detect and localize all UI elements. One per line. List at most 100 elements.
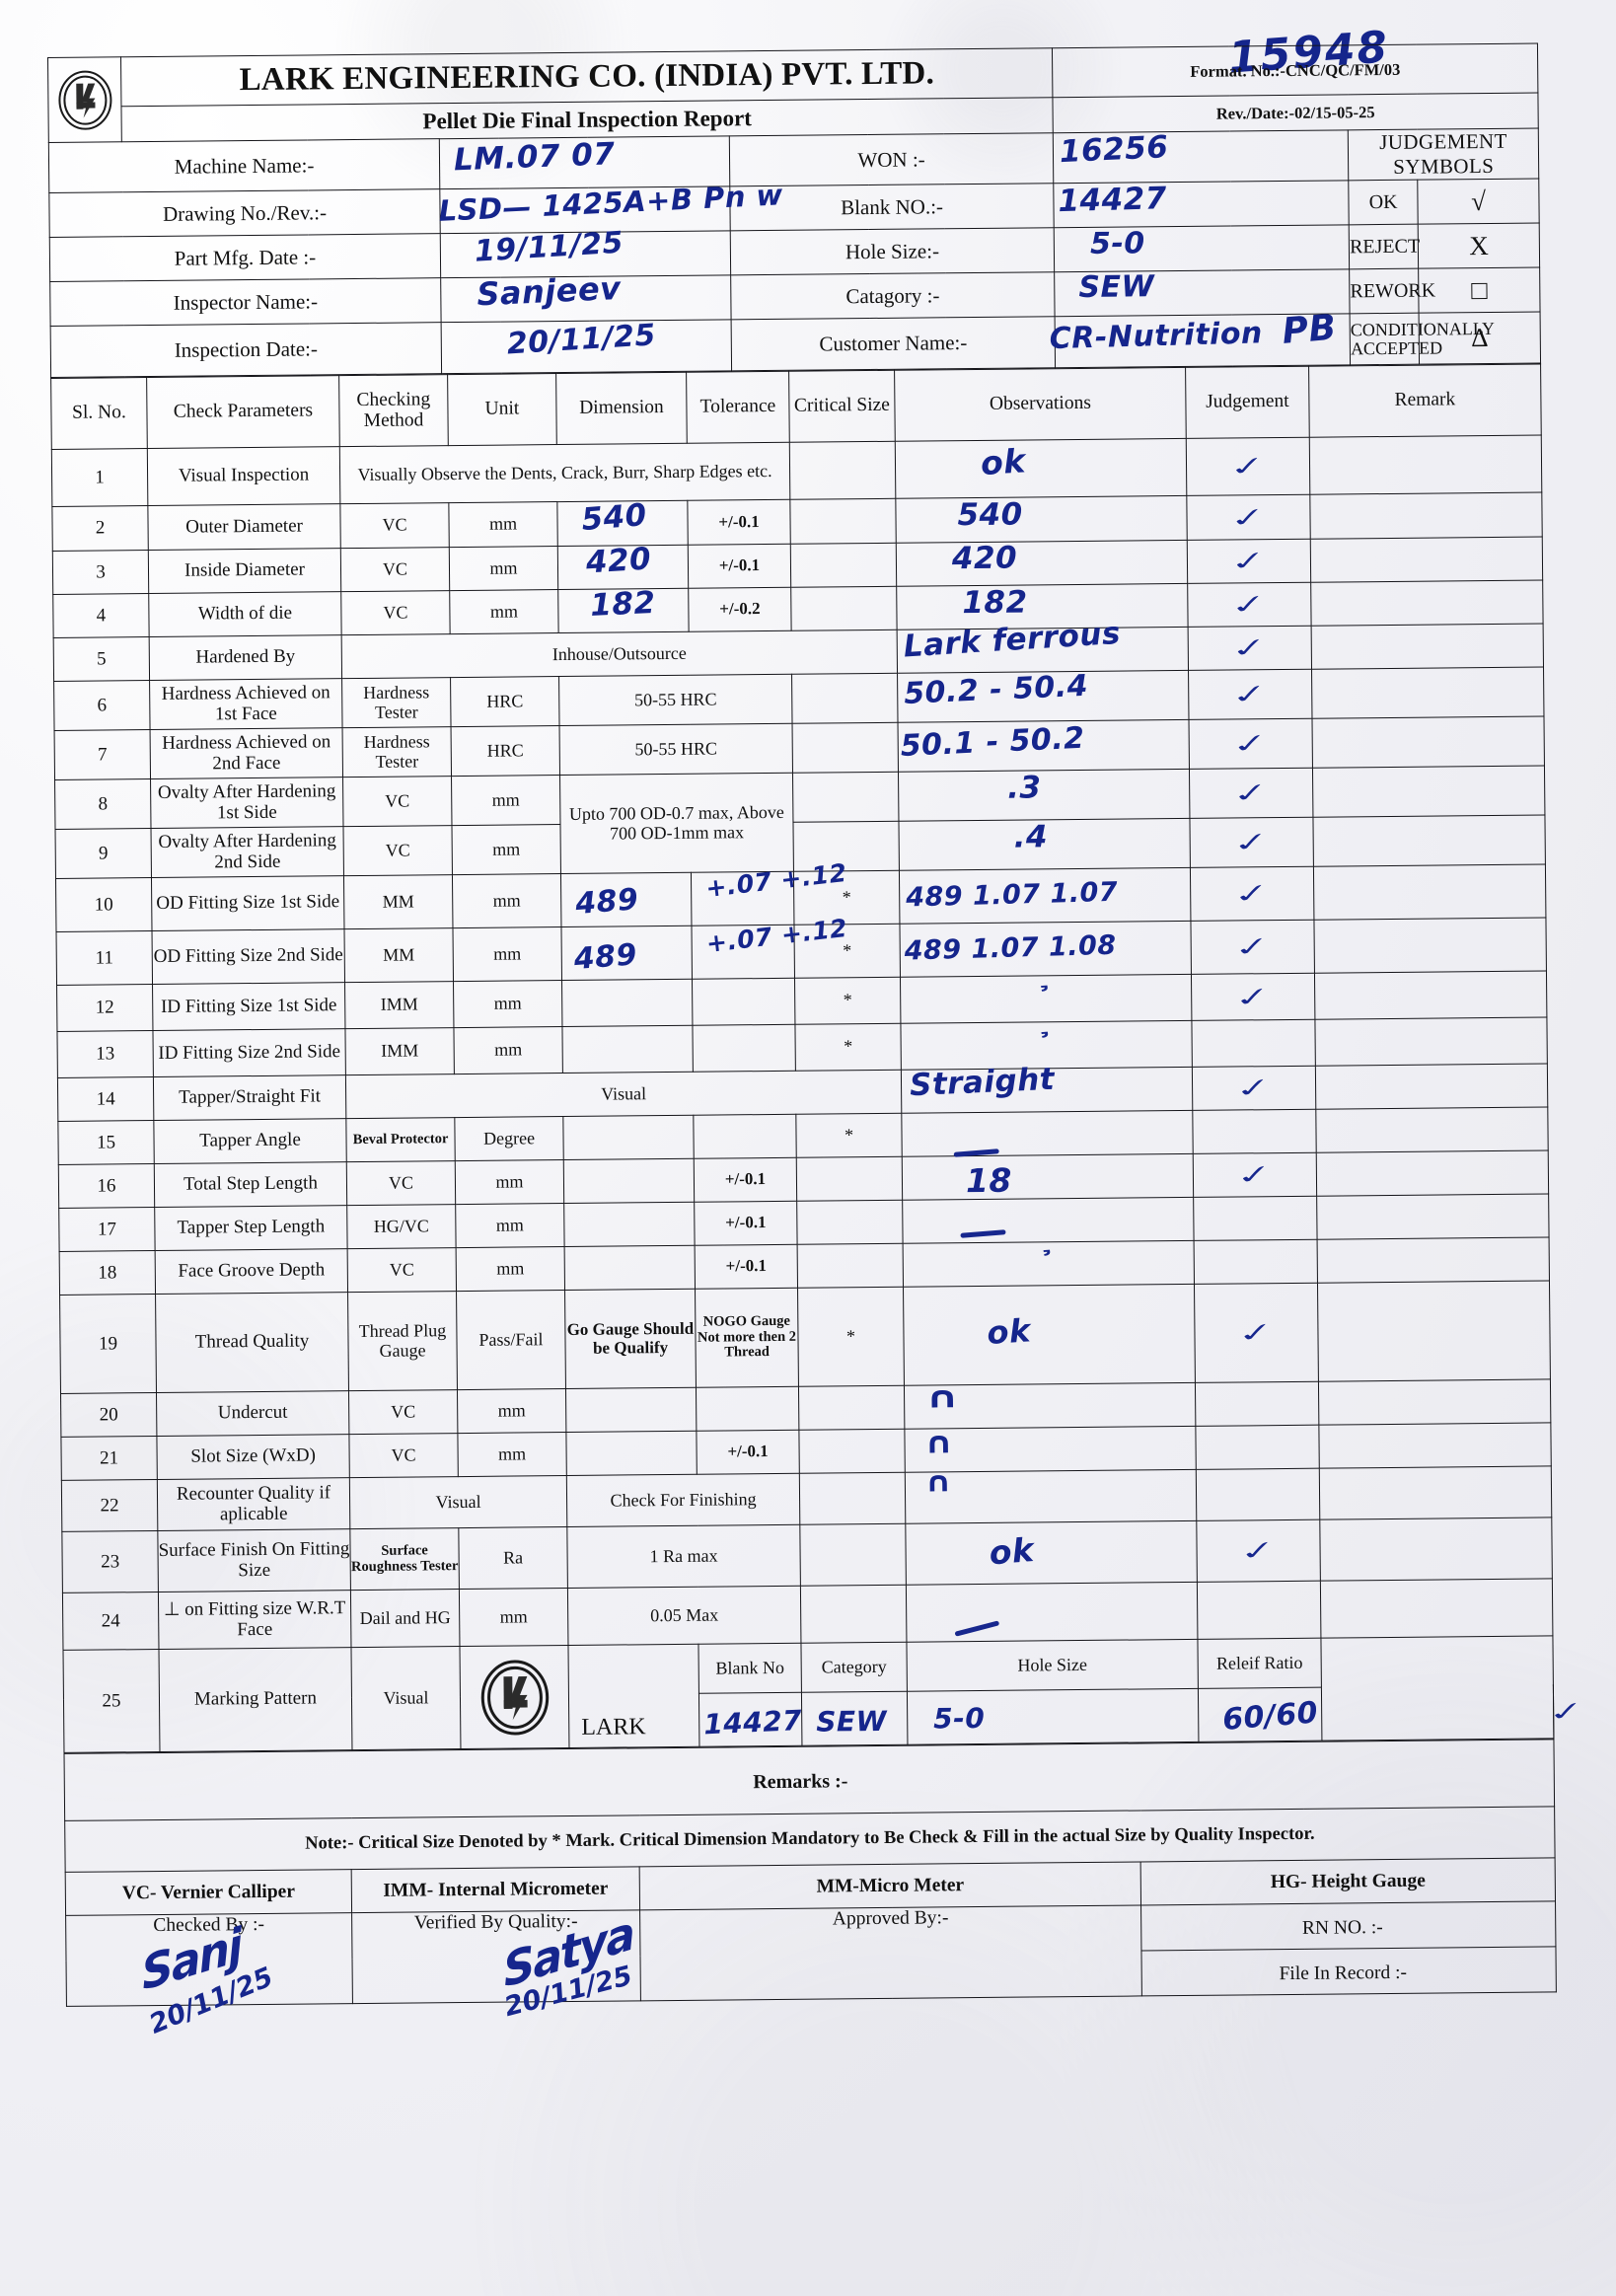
row-8-method: VC [342, 776, 452, 827]
col-critical-size: Critical Size [788, 370, 896, 443]
row-1-sl: 1 [51, 448, 148, 507]
judgement-symbols-header: JUDGEMENT SYMBOLS [1348, 127, 1539, 181]
col-dimension: Dimension [555, 372, 688, 445]
row-6-unit: HRC [450, 676, 560, 727]
row-18-dimension [564, 1245, 696, 1291]
row-4-critical [790, 586, 898, 631]
lark-logo-icon [480, 1660, 549, 1736]
legend-vc: VC- Vernier Calliper [65, 1869, 352, 1916]
row-21-method: VC [348, 1433, 459, 1478]
row-9-method: VC [342, 825, 453, 876]
machine-name-label: Machine Name:- [48, 138, 440, 193]
row-15-dimension [562, 1115, 695, 1160]
row-17-judgement [1193, 1196, 1318, 1241]
row-3-sl: 3 [52, 550, 149, 595]
row-10-judgement: ✓ [1190, 866, 1314, 922]
row-18-method: VC [347, 1247, 457, 1293]
row-1-remark [1309, 434, 1542, 495]
row-16-observation: 18 [902, 1153, 1194, 1201]
customer-name-value: CR-Nutrition [1049, 316, 1264, 357]
row-2-unit: mm [448, 501, 558, 548]
row-13-tolerance [692, 1024, 796, 1073]
judgement-rework-label: REWORK [1349, 268, 1435, 314]
row-13-judgement [1191, 1019, 1316, 1068]
row-20-observation: ∩ [904, 1380, 1196, 1430]
judgement-ok-symbol: √ [1417, 178, 1540, 225]
row-23-method: Surface Roughness Tester [349, 1527, 460, 1591]
row-1-critical [789, 441, 896, 500]
row-4-param: Width of die [148, 591, 342, 637]
row-19-remark [1317, 1280, 1551, 1382]
row-16-unit: mm [455, 1159, 564, 1205]
inspection-table: Sl. No. Check Parameters Checking Method… [50, 363, 1587, 1753]
company-title: LARK ENGINEERING CO. (INDIA) PVT. LTD. [120, 47, 1054, 107]
row-15-observation [901, 1110, 1194, 1157]
row-22-critical [799, 1472, 906, 1525]
row-10-remark [1313, 863, 1546, 921]
row-10-unit: mm [452, 873, 561, 928]
row-2-dimension: 540 [556, 497, 689, 547]
row-17-dimension [563, 1202, 696, 1247]
inspector-name-value: Sanjeev [476, 268, 623, 314]
row-10-method: MM [343, 874, 453, 929]
row-11-remark [1313, 917, 1547, 974]
row-20-method: VC [348, 1389, 458, 1435]
approved-by-label: Approved By:- [832, 1907, 949, 1930]
row-7-judgement: ✓ [1188, 718, 1313, 770]
row-20-unit: mm [457, 1388, 566, 1434]
row-7-remark [1311, 715, 1545, 769]
legend-imm: IMM- Internal Micrometer [351, 1866, 640, 1913]
row-13-critical: * [794, 1023, 902, 1072]
row-25-method: Visual [350, 1646, 461, 1750]
row-19-sl: 19 [59, 1294, 157, 1394]
inspection-date-value: 20/11/25 [505, 318, 657, 362]
part-mfg-date-label: Part Mfg. Date :- [49, 233, 441, 282]
row-5-observation: Lark ferrous [897, 616, 1189, 674]
table-row: 19 Thread Quality Thread Plug Gauge Pass… [59, 1280, 1551, 1394]
marking-sub-blank-no: Blank No [698, 1643, 802, 1694]
row-4-sl: 4 [52, 593, 150, 638]
row-6-judgement: ✓ [1188, 669, 1312, 720]
row-19-critical: * [797, 1287, 905, 1387]
row-5-sl: 5 [53, 636, 150, 682]
marking-val-hole-size: 5-0 [907, 1688, 1199, 1745]
row-3-method: VC [340, 547, 450, 592]
row-22-judgement [1196, 1468, 1320, 1521]
row-25-remark [1320, 1635, 1554, 1741]
row-3-unit: mm [449, 546, 558, 591]
row-9-judgement: ✓ [1189, 817, 1314, 868]
row-17-param: Tapper Step Length [154, 1205, 348, 1251]
row-9-observation: .4 [898, 818, 1191, 871]
approved-by-block: Approved By:- [639, 1904, 1142, 2001]
row-5-judgement: ✓ [1188, 626, 1312, 671]
row-24-observation [906, 1582, 1198, 1643]
row-22-check-finishing: Check For Finishing [566, 1473, 800, 1527]
row-8-param: Ovalty After Hardening 1st Side [150, 777, 343, 829]
row-15-remark [1315, 1106, 1549, 1153]
row-10-tolerance: +.07 +.12 [691, 858, 848, 926]
row-3-critical [790, 543, 897, 588]
row-10-sl: 10 [55, 877, 153, 932]
row-13-dimension [561, 1025, 694, 1074]
row-24-remark [1320, 1578, 1553, 1639]
row-15-critical: * [795, 1113, 903, 1158]
row-18-judgement [1194, 1239, 1318, 1285]
row-25-param: Marking Pattern [158, 1647, 352, 1752]
col-unit: Unit [447, 373, 557, 446]
row-15-param: Tapper Angle [153, 1118, 347, 1164]
row-9-sl: 9 [55, 828, 152, 879]
rn-no-field: RN NO. :- [1140, 1900, 1557, 1951]
row-16-remark [1316, 1149, 1549, 1197]
row-4-tolerance: +/-0.2 [688, 587, 792, 632]
row-15-judgement [1192, 1109, 1317, 1154]
row-11-param: OD Fitting Size 2nd Side [152, 928, 345, 985]
row-22-observation: ∩ [905, 1465, 1197, 1524]
inspection-date-label: Inspection Date:- [50, 322, 442, 378]
form-footer-table: Remarks :- Note:- Critical Size Denoted … [64, 1739, 1557, 2040]
col-observations: Observations [894, 367, 1187, 442]
row-16-sl: 16 [58, 1163, 155, 1209]
row-2-critical [789, 498, 897, 545]
row-23-remark [1319, 1517, 1553, 1582]
